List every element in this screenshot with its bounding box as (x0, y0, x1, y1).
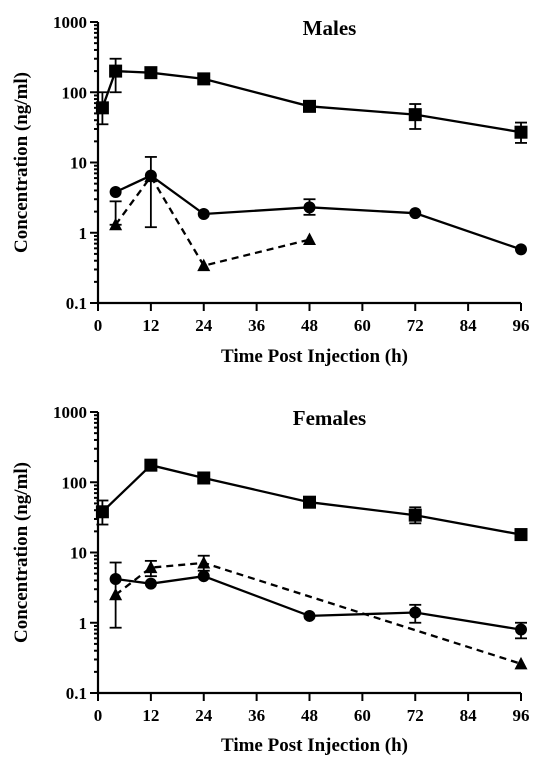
series-square (95, 57, 528, 144)
series-line (114, 174, 310, 268)
y-tick-label: 10 (70, 544, 87, 563)
x-tick-label: 84 (460, 706, 478, 725)
x-tick-label: 0 (94, 316, 103, 335)
x-tick-label: 72 (407, 316, 424, 335)
y-tick-label: 10 (70, 154, 87, 173)
series-triangle (109, 169, 316, 272)
series-triangle (109, 554, 528, 670)
data-point-triangle (109, 217, 123, 231)
series-line (101, 463, 522, 536)
x-tick-label: 12 (142, 706, 159, 725)
x-tick-label: 0 (94, 706, 103, 725)
data-point-square (109, 64, 123, 78)
x-tick-label: 84 (460, 316, 478, 335)
data-point-circle (515, 243, 527, 256)
data-point-circle (109, 186, 122, 199)
data-point-triangle (197, 258, 211, 272)
data-point-triangle (197, 555, 211, 569)
data-point-square (144, 458, 158, 472)
data-point-triangle (514, 656, 528, 670)
x-tick-label: 96 (513, 316, 530, 335)
data-point-square (514, 528, 528, 542)
x-tick-label: 60 (354, 316, 371, 335)
y-tick-label: 0.1 (66, 684, 87, 703)
y-axis-title: Concentration (ng/ml) (11, 462, 32, 643)
y-axis-title: Concentration (ng/ml) (11, 72, 32, 253)
series-circle (109, 570, 527, 640)
x-tick-label: 96 (513, 706, 530, 725)
series-line (114, 561, 522, 665)
x-tick-label: 24 (195, 706, 213, 725)
data-point-circle (409, 606, 422, 619)
data-point-square (514, 125, 528, 139)
y-tick-label: 0.1 (66, 294, 87, 313)
x-tick-label: 48 (301, 316, 318, 335)
x-axis-title: Time Post Injection (h) (221, 346, 408, 367)
data-point-circle (409, 207, 422, 220)
data-point-square (95, 101, 109, 115)
data-point-square (144, 66, 158, 80)
y-tick-label: 1000 (53, 403, 87, 422)
series-line (115, 174, 522, 251)
chart-title: Males (303, 16, 357, 40)
y-tick-label: 1000 (53, 13, 87, 32)
data-point-square (303, 99, 316, 113)
data-point-circle (144, 577, 157, 590)
series-circle (109, 156, 527, 256)
data-point-triangle (303, 232, 316, 246)
data-point-square (408, 108, 422, 122)
y-tick-label: 1 (79, 614, 88, 633)
x-tick-label: 36 (248, 706, 265, 725)
data-point-circle (515, 623, 527, 636)
data-point-square (95, 505, 109, 519)
x-tick-label: 36 (248, 316, 265, 335)
y-tick-label: 1 (79, 224, 88, 243)
x-tick-label: 60 (354, 706, 371, 725)
chart-panel-2: 0.1 1 10 100 1000 0 12 24 36 48 60 72 84 96 Females Tim… (11, 403, 530, 756)
y-tick-label: 100 (62, 473, 88, 492)
data-point-square (197, 72, 211, 86)
x-axis-title: Time Post Injection (h) (221, 735, 408, 756)
x-tick-label: 48 (301, 706, 318, 725)
series-square (95, 458, 528, 542)
data-point-circle (197, 207, 210, 220)
data-point-triangle (109, 587, 123, 601)
data-point-circle (197, 570, 210, 583)
series-line (115, 575, 522, 631)
chart-title: Females (293, 406, 366, 430)
x-tick-label: 12 (142, 316, 159, 335)
data-point-circle (303, 201, 316, 214)
data-point-triangle (144, 560, 158, 574)
data-point-triangle (144, 169, 158, 183)
data-point-square (303, 495, 316, 509)
x-tick-label: 72 (407, 706, 424, 725)
x-tick-label: 24 (195, 316, 213, 335)
y-tick-label: 100 (62, 83, 88, 102)
data-point-circle (303, 609, 316, 622)
data-point-square (408, 508, 422, 522)
chart-panel-1: 0.1 1 10 100 1000 0 12 24 36 48 60 72 84 96 Males Time … (11, 13, 530, 367)
data-point-square (197, 471, 211, 485)
